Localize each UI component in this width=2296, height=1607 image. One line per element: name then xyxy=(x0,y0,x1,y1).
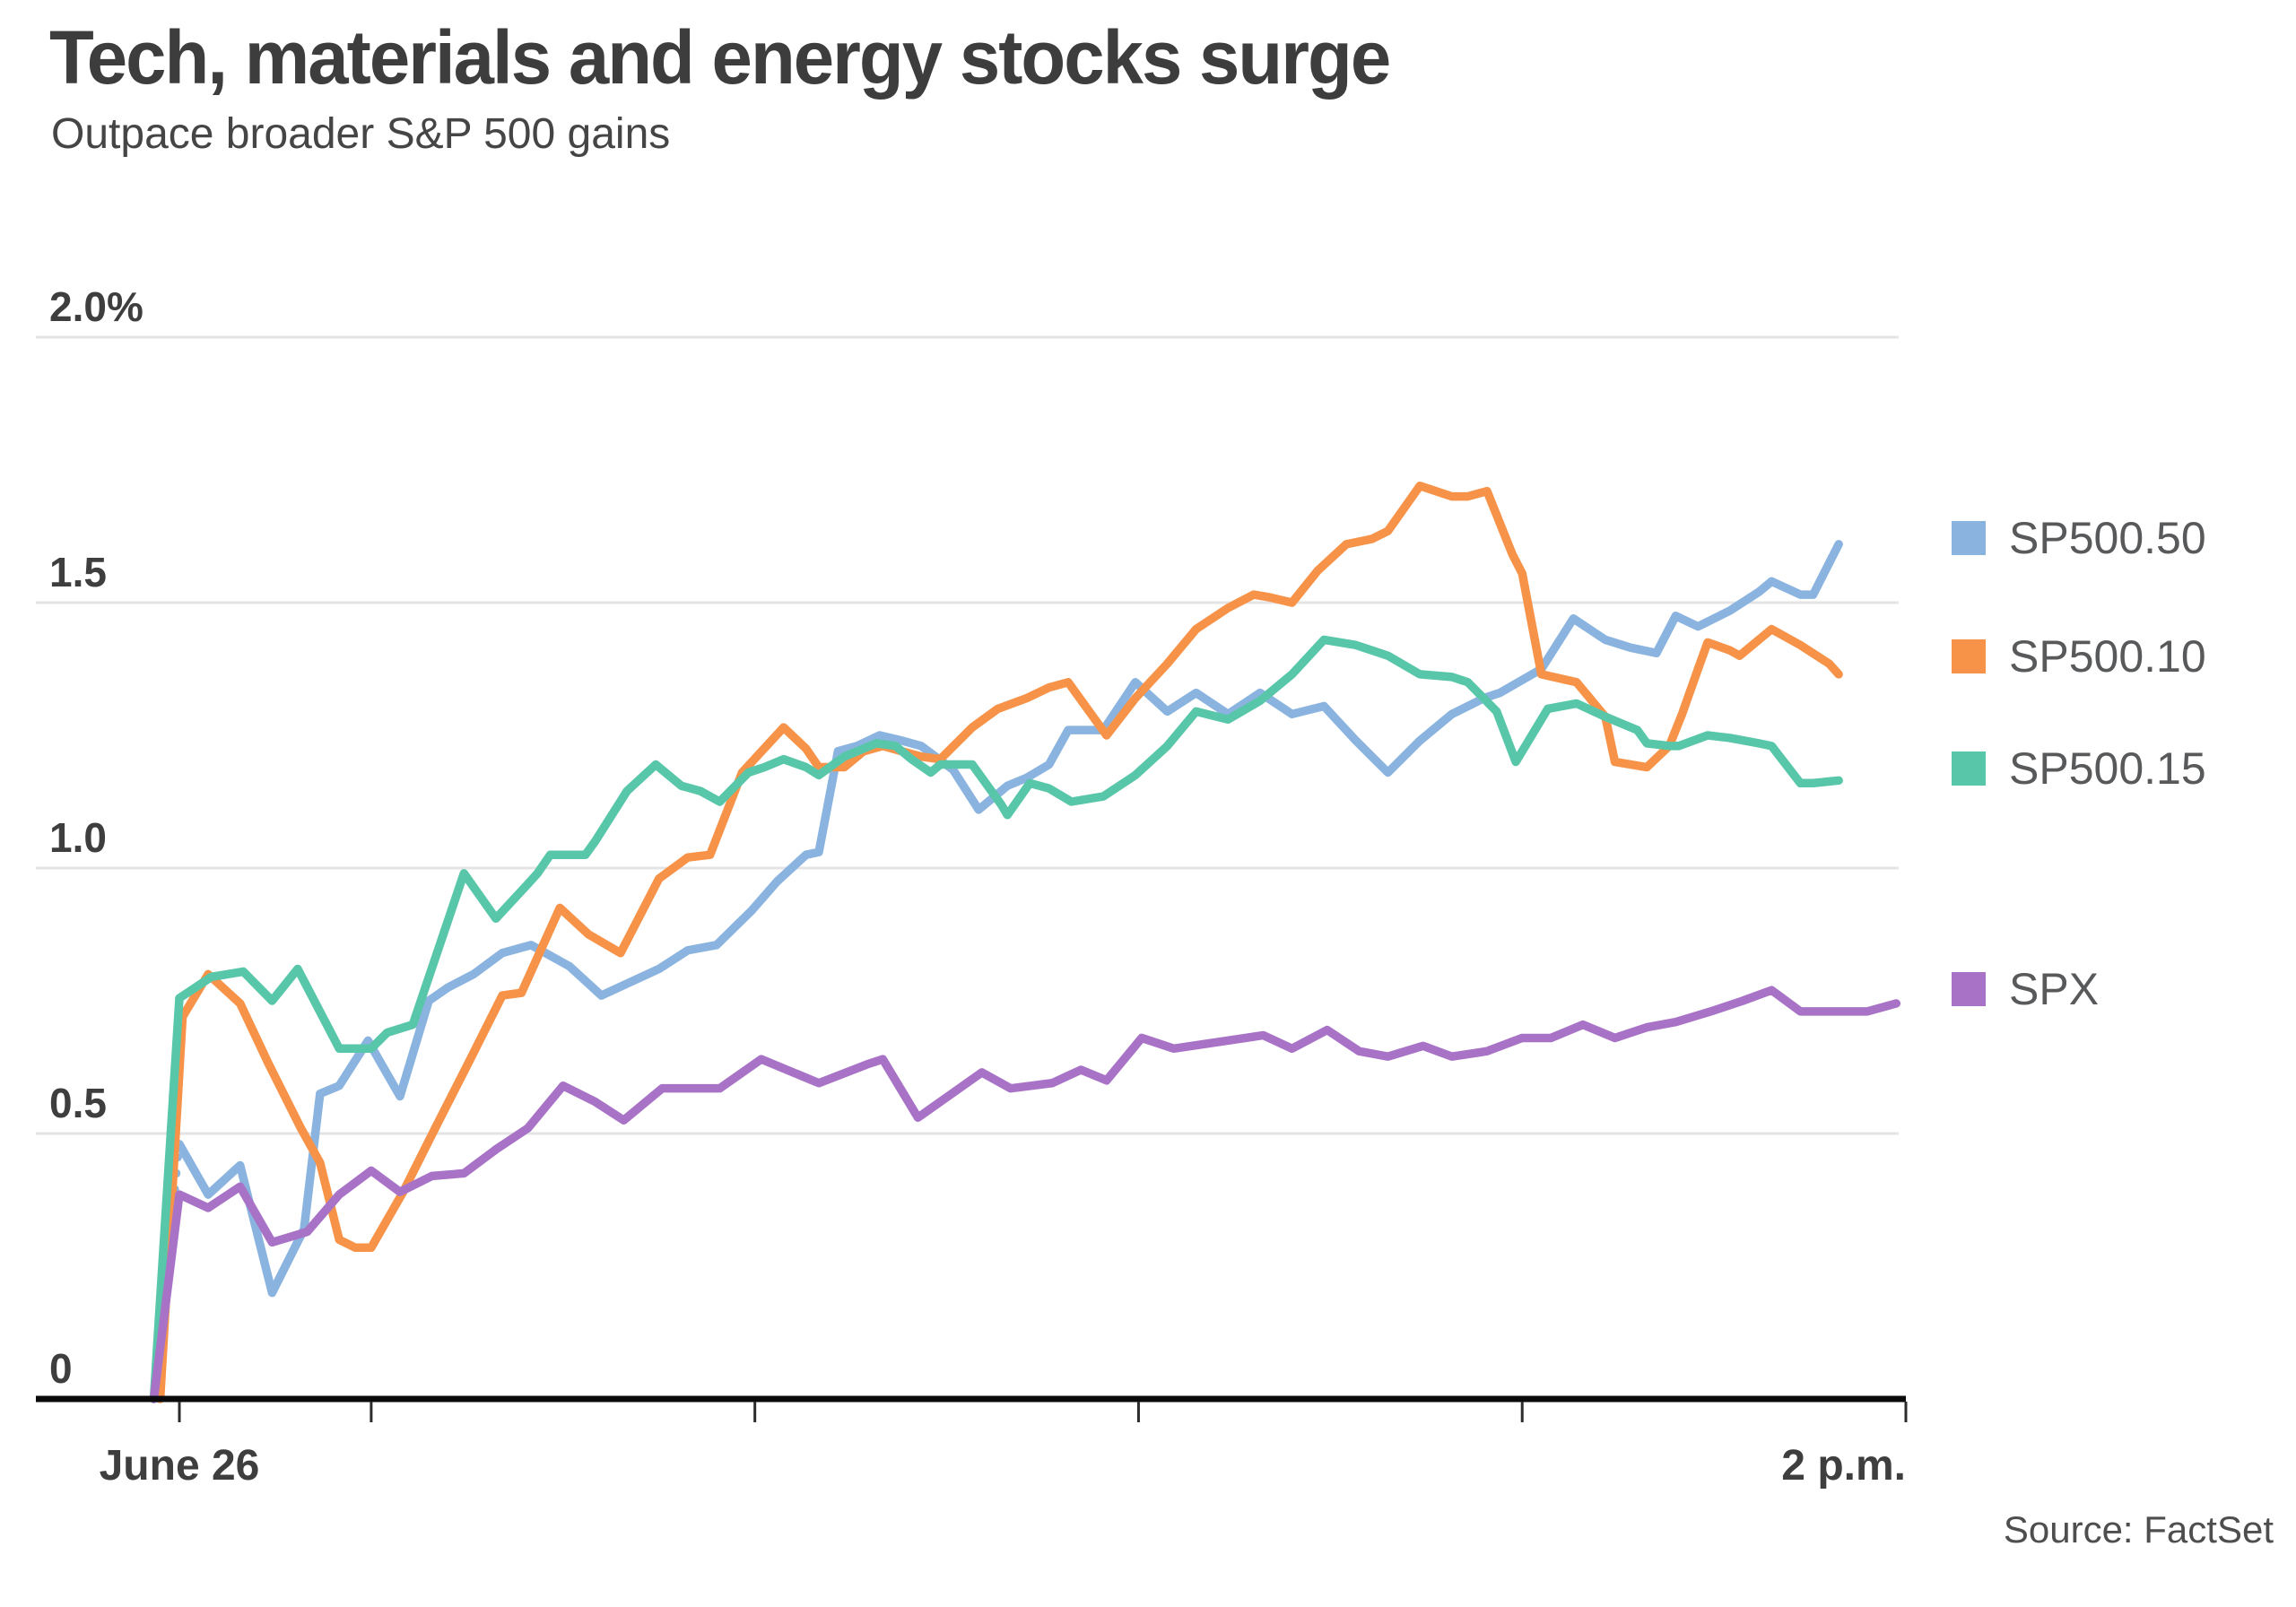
series-line-SP500.10 xyxy=(155,482,1843,1403)
legend-label: SPX xyxy=(2009,964,2100,1014)
legend-label: SP500.15 xyxy=(2009,743,2206,794)
y-axis-label: 1.0 xyxy=(49,814,107,861)
legend-label: SP500.10 xyxy=(2009,631,2206,682)
y-axis-label: 1.5 xyxy=(49,549,107,595)
x-axis-label-start: June 26 xyxy=(100,1442,260,1490)
series-line-SP500.50 xyxy=(175,540,1843,1298)
chart-header: Tech, materials and energy stocks surge … xyxy=(49,18,1431,159)
legend-swatch-blue-icon xyxy=(1952,521,1986,555)
legend-item-sp500-50: SP500.50 xyxy=(1952,513,2206,563)
y-axis-label: 0 xyxy=(49,1345,73,1392)
legend-item-spx: SPX xyxy=(1952,964,2100,1014)
legend-item-sp500-15: SP500.15 xyxy=(1952,743,2206,794)
legend-swatch-orange-icon xyxy=(1952,639,1986,673)
x-axis-label-end: 2 p.m. xyxy=(1781,1442,1906,1490)
series-line-SP500.15 xyxy=(149,635,1843,1403)
legend-swatch-purple-icon xyxy=(1952,972,1986,1006)
chart-subtitle: Outpace broader S&P 500 gains xyxy=(51,110,671,159)
y-axis-label: 0.5 xyxy=(49,1080,107,1126)
page-title: Tech, materials and energy stocks surge xyxy=(49,15,1391,100)
y-axis-label: 2.0% xyxy=(49,283,144,330)
legend-swatch-green-icon xyxy=(1952,751,1986,786)
legend-item-sp500-10: SP500.10 xyxy=(1952,631,2206,682)
source-credit: Source: FactSet xyxy=(2003,1508,2274,1551)
series-line-SPX xyxy=(149,986,1901,1403)
legend-label: SP500.50 xyxy=(2009,513,2206,563)
